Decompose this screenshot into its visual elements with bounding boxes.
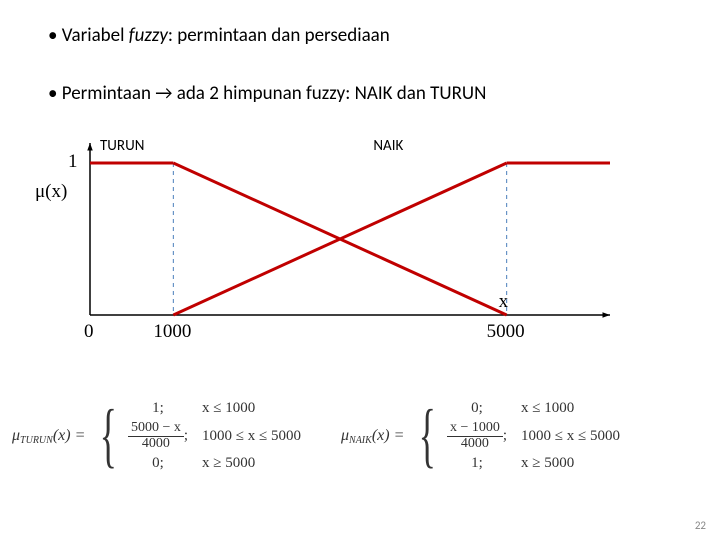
case-cond: x ≤ 1000 (202, 400, 301, 417)
turun-cases: 1; x ≤ 1000 5000 − x4000; 1000 ≤ x ≤ 5000 0;… (128, 400, 301, 472)
x-tick-5000: 5000 (487, 321, 525, 343)
case-expr: 1; (128, 400, 188, 417)
case-expr: 1; (447, 455, 507, 472)
brace-icon: { (419, 416, 436, 456)
case-expr: 5000 − x4000; (128, 421, 188, 451)
x-tick-0: 0 (84, 321, 94, 343)
case-cond: 1000 ≤ x ≤ 5000 (202, 428, 301, 445)
brace-icon: { (100, 416, 117, 456)
naik-label: NAIK (373, 137, 403, 155)
y-axis-label: μ(x) (35, 181, 67, 203)
slide-root: • Variabel fuzzy: permintaan dan persedi… (0, 0, 720, 540)
x-tick-1000: 1000 (153, 321, 191, 343)
page-number: 22 (695, 519, 706, 532)
case-expr: 0; (447, 400, 507, 417)
naik-cases: 0; x ≤ 1000 x − 10004000; 1000 ≤ x ≤ 5000 1;… (447, 400, 620, 472)
case-expr: 0; (128, 455, 188, 472)
turun-label: TURUN (100, 137, 144, 155)
case-cond: x ≥ 5000 (202, 455, 301, 472)
naik-mu: μNAIK(x) = (341, 427, 404, 445)
turun-mu: μTURUN(x) = (12, 427, 85, 445)
x-axis-label: x (499, 291, 509, 313)
formula-turun: μTURUN(x) = { 1; x ≤ 1000 5000 − x4000; 100… (12, 400, 301, 472)
case-cond: x ≤ 1000 (521, 400, 620, 417)
formulas-row: μTURUN(x) = { 1; x ≤ 1000 5000 − x4000; 100… (12, 400, 620, 472)
y-one-label: 1 (68, 151, 78, 173)
case-cond: x ≥ 5000 (521, 455, 620, 472)
case-expr: x − 10004000; (447, 421, 507, 451)
formula-naik: μNAIK(x) = { 0; x ≤ 1000 x − 10004000; 1000… (341, 400, 620, 472)
case-cond: 1000 ≤ x ≤ 5000 (521, 428, 620, 445)
